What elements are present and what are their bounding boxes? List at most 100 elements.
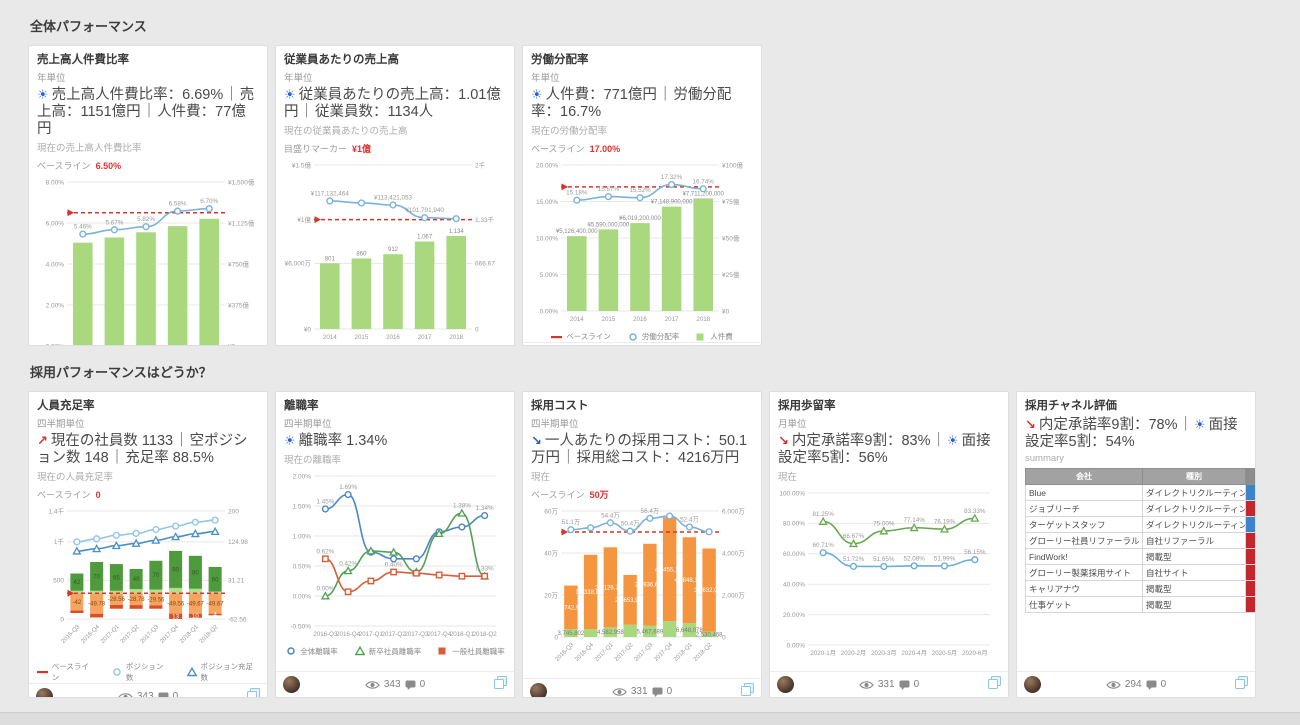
svg-text:0.00%: 0.00% xyxy=(316,585,334,592)
card-footer: 343 0 xyxy=(29,683,267,698)
table-row: グローリー社員リファーラル 自社リファーラル xyxy=(1025,532,1255,550)
baseline-label: ベースライン xyxy=(531,490,585,501)
avatar[interactable] xyxy=(530,683,547,697)
svg-text:666.67: 666.67 xyxy=(475,261,495,268)
svg-text:-49.67: -49.67 xyxy=(207,601,225,607)
section-title: 全体パフォーマンス xyxy=(30,19,147,34)
copy-card-button[interactable] xyxy=(494,675,507,694)
svg-text:0: 0 xyxy=(475,326,479,333)
svg-text:17.32%: 17.32% xyxy=(661,174,683,181)
svg-text:2018-Q1: 2018-Q1 xyxy=(673,642,694,663)
svg-text:90: 90 xyxy=(172,567,179,573)
legend-label: ポジション数 xyxy=(125,662,164,683)
svg-text:4: 4 xyxy=(213,613,217,619)
comments-icon xyxy=(405,680,416,690)
sun-icon: ☀ xyxy=(284,432,296,448)
sun-icon: ☀ xyxy=(284,86,296,102)
svg-text:16.74%: 16.74% xyxy=(693,178,715,185)
svg-text:49,455,110: 49,455,110 xyxy=(655,567,685,573)
copy-card-button[interactable] xyxy=(247,687,260,697)
avatar[interactable] xyxy=(36,688,53,697)
channel-table: 会社 種別 Blue ダイレクトリクルーティング ジョブリーチ ダイレクトリクルーティング… xyxy=(1025,468,1255,614)
kpi-card[interactable]: 売上高人件費比率 年単位 ☀ 売上高人件費比率：6.69%｜売上高：1151億円｜人件… xyxy=(28,45,268,346)
svg-text:2016: 2016 xyxy=(386,334,400,341)
svg-text:15.00%: 15.00% xyxy=(536,199,558,206)
avatar[interactable] xyxy=(1024,676,1041,693)
table-header-cell: 会社 xyxy=(1025,468,1143,486)
svg-text:1.33千: 1.33千 xyxy=(475,215,495,224)
card-chart: 8.00% ¥1,500億 6.00% ¥1,125億 4.00% ¥750億 2.00% ¥… xyxy=(37,174,259,345)
kpi-card[interactable]: 採用コスト 四半期単位 ↘ 一人あたりの採用コスト：50.1万円｜採用総コスト：421… xyxy=(522,391,762,698)
svg-text:¥7,711,200,000: ¥7,711,200,000 xyxy=(683,191,725,197)
avatar[interactable] xyxy=(283,676,300,693)
kpi-separator: ｜ xyxy=(561,449,576,466)
card-kpi: ↘ 内定承諾率9割：83%｜☀ 面接設定率5割：56% xyxy=(778,433,1000,467)
views-count: 343 xyxy=(136,691,154,698)
copy-card-button[interactable] xyxy=(988,675,1001,694)
company-cell: グローリー社員リファーラル xyxy=(1025,532,1143,550)
kpi-card[interactable]: 従業員あたりの売上高 年単位 ☀ 従業員あたりの売上高：1.01億円｜従業員数：113… xyxy=(275,45,515,346)
sun-icon: ☀ xyxy=(1194,416,1206,432)
card-subtitle: 現在の労働分配率 xyxy=(531,126,608,138)
copy-card-button[interactable] xyxy=(1235,675,1248,694)
baseline-label: ベースライン xyxy=(37,161,91,172)
legend-item[interactable]: 一般社員離職率 xyxy=(437,646,505,657)
legend-item[interactable]: 労働分配率 xyxy=(627,331,679,342)
legend-item[interactable]: ポジション数 xyxy=(111,661,170,683)
svg-text:4.00%: 4.00% xyxy=(46,261,65,268)
svg-text:6.58%: 6.58% xyxy=(169,201,187,208)
svg-text:60万: 60万 xyxy=(544,507,558,515)
kpi-card[interactable]: 採用歩留率 月単位 ↘ 内定承諾率9割：83%｜☀ 面接設定率5割：56% 現在 100.0… xyxy=(769,391,1009,698)
kpi-card[interactable]: 離職率 四半期単位 ☀ 離職率 1.34% 現在の離職率 2.00% 1.50% 1.00% 0… xyxy=(275,391,515,698)
legend-item[interactable]: ベースライン xyxy=(37,661,95,683)
square-legend-swatch xyxy=(438,647,446,655)
svg-text:1.69%: 1.69% xyxy=(339,484,357,491)
svg-text:0.42%: 0.42% xyxy=(339,560,357,567)
svg-text:1.34%: 1.34% xyxy=(476,505,494,512)
kpi-card[interactable]: 採用チャネル評価 ↘ 内定承諾率9割：78%｜☀ 面接設定率5割：54% summary… xyxy=(1016,391,1256,698)
legend-item[interactable]: 新卒社員離職率 xyxy=(354,646,421,657)
kpi-text: 現在の社員数 1133 xyxy=(50,432,174,449)
svg-text:2017-Q2: 2017-Q2 xyxy=(382,631,407,638)
views-count: 331 xyxy=(877,679,895,690)
copy-card-button[interactable] xyxy=(741,682,754,697)
svg-text:2.00%: 2.00% xyxy=(293,473,312,480)
horizontal-scrollbar[interactable] xyxy=(0,712,1300,725)
copy-card-icon xyxy=(494,675,507,689)
card-subtitle: 現在 xyxy=(778,472,798,484)
table-row: ターゲットスタッフ ダイレクトリクルーティング xyxy=(1025,516,1255,534)
svg-text:2018-Q2: 2018-Q2 xyxy=(693,642,714,663)
card-unit: 年単位 xyxy=(531,72,560,84)
svg-text:¥101,791,940: ¥101,791,940 xyxy=(405,207,444,214)
baseline-value: 6.50% xyxy=(95,161,122,172)
svg-text:¥25億: ¥25億 xyxy=(722,270,740,279)
kpi-card[interactable]: 人員充足率 四半期単位 ↗ 現在の社員数 1133｜空ポジション数 148｜充足率 8… xyxy=(28,391,268,698)
card-footer: 3320 xyxy=(523,342,761,345)
svg-text:1.38%: 1.38% xyxy=(453,503,471,510)
svg-text:-29.56: -29.56 xyxy=(147,597,165,603)
kpi-card[interactable]: 労働分配率 年単位 ☀ 人件費：771億円｜労働分配率：16.7% 現在の労働分配率 ベー… xyxy=(522,45,762,346)
legend-item[interactable]: ベースライン xyxy=(551,331,611,342)
legend-item[interactable]: 全体離職率 xyxy=(285,646,338,657)
svg-text:801: 801 xyxy=(325,256,336,262)
card-unit: 四半期単位 xyxy=(531,418,579,430)
avatar[interactable] xyxy=(777,676,794,693)
trend-down-icon: ↘ xyxy=(1025,416,1036,432)
svg-text:10.00%: 10.00% xyxy=(536,235,558,242)
svg-text:2017-Q1: 2017-Q1 xyxy=(100,624,121,645)
views-count: 294 xyxy=(1124,679,1142,690)
svg-text:5.46%: 5.46% xyxy=(74,224,92,231)
triangle-legend-swatch xyxy=(186,667,198,677)
legend-item[interactable]: 人件費 xyxy=(695,331,733,342)
svg-text:2017-Q4: 2017-Q4 xyxy=(159,624,180,645)
comments-count: 0 xyxy=(666,686,673,698)
company-cell: キャリアナウ xyxy=(1025,580,1143,598)
card-title: 従業員あたりの売上高 xyxy=(284,54,399,66)
card-kpi: ↗ 現在の社員数 1133｜空ポジション数 148｜充足率 88.5% xyxy=(37,433,259,467)
company-cell: ジョブリーチ xyxy=(1025,500,1143,518)
svg-text:20.00%: 20.00% xyxy=(783,612,805,619)
legend-item[interactable]: ポジション充足数 xyxy=(186,661,259,683)
legend-label: 人件費 xyxy=(710,332,733,342)
kpi-separator: ｜ xyxy=(109,449,125,466)
svg-text:500: 500 xyxy=(53,578,64,585)
